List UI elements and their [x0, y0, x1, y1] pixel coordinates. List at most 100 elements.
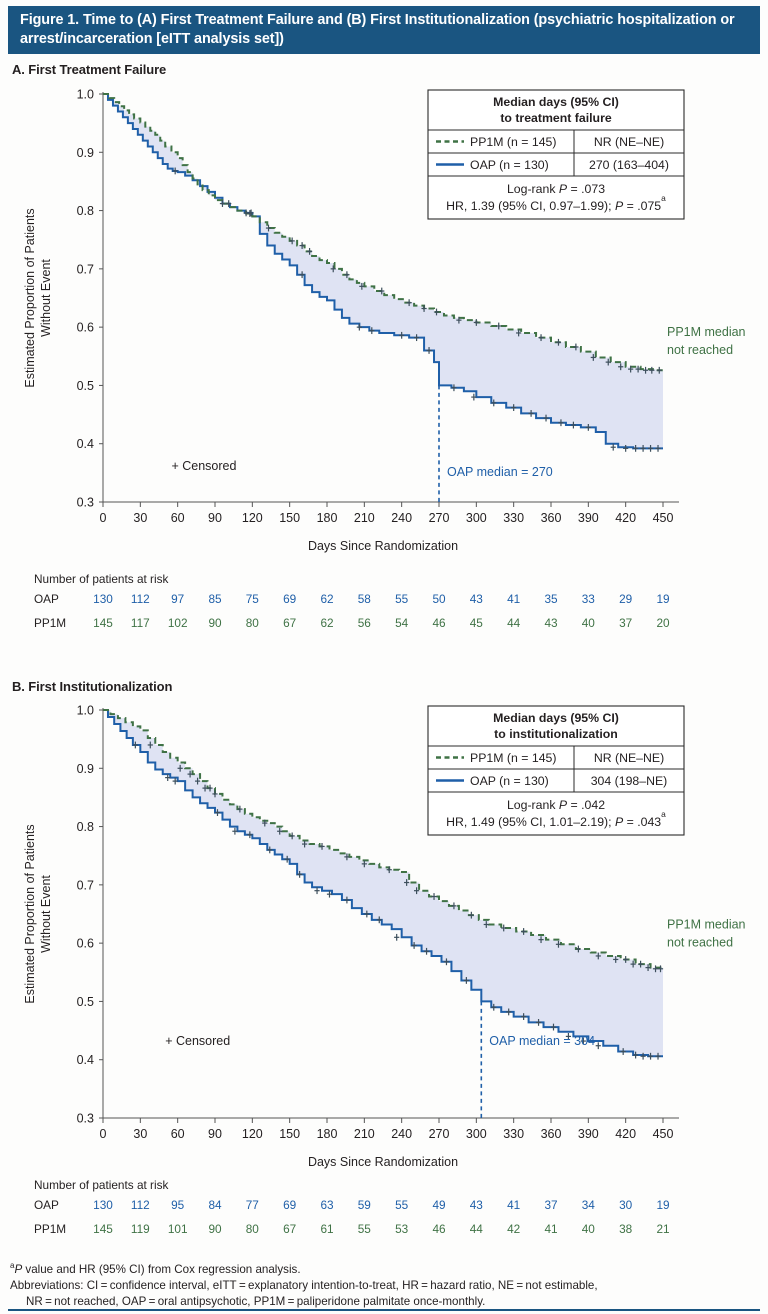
- y-tick-label: 0.8: [77, 204, 94, 218]
- x-tick-label: 90: [208, 511, 222, 525]
- risk-value: 112: [130, 592, 150, 606]
- footnote-line-3: NR = not reached, OAP = oral antipsychot…: [26, 1294, 486, 1308]
- footnotes: aP value and HR (95% CI) from Cox regres…: [10, 1258, 760, 1310]
- pp1m-note-line1: PP1M median: [667, 918, 746, 932]
- risk-value: 58: [357, 592, 371, 606]
- risk-value: 19: [656, 592, 670, 606]
- legend-box: Median days (95% CI) to treatment failure…: [427, 89, 685, 220]
- risk-value: 46: [432, 616, 446, 630]
- risk-value: 145: [93, 1222, 113, 1236]
- risk-value: 30: [619, 1198, 633, 1212]
- panel-b-plot: 1.0 0.9 0.8 0.7 0.6 0.5 0.4 0.3 0 30 60 90 120 150 180…: [0, 700, 768, 1180]
- x-tick-label: 300: [466, 1127, 487, 1141]
- risk-value: 37: [544, 1198, 558, 1212]
- risk-value: 44: [469, 1222, 483, 1236]
- legend-median-value: 270 (163–404): [589, 158, 669, 172]
- x-tick-label: 120: [242, 511, 263, 525]
- risk-row-oap: OAP 130 112 95 84 77 69 63 59 55 49 43 41 37 34 30 19: [0, 1198, 768, 1218]
- panel-b-heading: B. First Institutionalization: [12, 679, 173, 694]
- legend-group-label: OAP (n = 130): [470, 158, 549, 172]
- legend-hazard-ratio: HR, 1.39 (95% CI, 0.97–1.99); P = .075a: [446, 193, 666, 213]
- x-tick-label: 270: [429, 1127, 450, 1141]
- risk-value: 75: [245, 592, 259, 606]
- risk-table-title: Number of patients at risk: [34, 572, 169, 586]
- risk-value: 95: [171, 1198, 185, 1212]
- y-tick-label: 1.0: [77, 88, 94, 102]
- risk-value: 84: [208, 1198, 222, 1212]
- risk-value: 112: [130, 1198, 150, 1212]
- legend-group-label: PP1M (n = 145): [470, 751, 556, 765]
- x-tick-label: 180: [317, 511, 338, 525]
- legend-median-value: NR (NE–NE): [594, 135, 664, 149]
- legend-group-label: OAP (n = 130): [470, 774, 549, 788]
- risk-value: 50: [432, 592, 446, 606]
- risk-value: 41: [507, 1198, 521, 1212]
- pp1m-censor-marks: [147, 741, 664, 973]
- legend-hazard-ratio: HR, 1.49 (95% CI, 1.01–2.19); P = .043a: [446, 809, 666, 829]
- risk-value: 67: [283, 616, 297, 630]
- pp1m-curve: [103, 709, 664, 969]
- risk-value: 42: [507, 1222, 521, 1236]
- x-tick-label: 450: [653, 1127, 674, 1141]
- x-tick-label: 360: [541, 511, 562, 525]
- km-chart: 1.0 0.9 0.8 0.7 0.6 0.5 0.4 0.3 0 30 60 90 120 150 180…: [23, 88, 746, 554]
- legend-header-line1: Median days (95% CI): [493, 711, 619, 725]
- risk-value: 61: [320, 1222, 334, 1236]
- x-tick-label: 60: [171, 1127, 185, 1141]
- y-tick-label: 0.3: [77, 496, 94, 510]
- oap-censor-marks: [172, 167, 661, 452]
- risk-row-pp1m: PP1M 145 117 102 90 80 67 62 56 54 46 45 44 43 40 37 20: [0, 616, 768, 636]
- x-tick-label: 240: [391, 511, 412, 525]
- bottom-rule: [8, 1309, 760, 1311]
- legend-box: Median days (95% CI) to institutionalizat…: [427, 705, 685, 836]
- x-tick-label: 240: [391, 1127, 412, 1141]
- risk-value: 55: [395, 592, 409, 606]
- footnote-italic-p: P: [14, 1262, 23, 1276]
- risk-value: 97: [171, 592, 185, 606]
- x-tick-label: 300: [466, 511, 487, 525]
- footnote-line-2: Abbreviations: CI = confidence interval,…: [10, 1278, 598, 1292]
- x-tick-label: 270: [429, 511, 450, 525]
- legend-logrank: Log-rank P = .042: [507, 798, 605, 812]
- legend-header-line1: Median days (95% CI): [493, 95, 619, 109]
- x-tick-label: 330: [503, 1127, 524, 1141]
- legend-logrank: Log-rank P = .073: [507, 182, 605, 196]
- risk-value: 43: [544, 616, 558, 630]
- risk-value: 56: [357, 616, 371, 630]
- risk-value: 59: [357, 1198, 371, 1212]
- x-tick-label: 30: [133, 511, 147, 525]
- legend-header-line2: to institutionalization: [494, 727, 618, 741]
- risk-value: 77: [245, 1198, 259, 1212]
- risk-value: 101: [167, 1222, 188, 1236]
- risk-value: 62: [320, 616, 334, 630]
- risk-row-pp1m: PP1M 145 119 101 90 80 67 61 55 53 46 44 42 41 40 38 21: [0, 1222, 768, 1242]
- x-axis-label: Days Since Randomization: [308, 1155, 458, 1169]
- figure-title: Figure 1. Time to (A) First Treatment Fa…: [20, 12, 735, 47]
- pp1m-note-line1: PP1M median: [667, 325, 746, 339]
- legend-median-value: NR (NE–NE): [594, 751, 664, 765]
- y-tick-label: 0.5: [77, 995, 94, 1009]
- oap-curve: [103, 93, 663, 450]
- km-chart: 1.0 0.9 0.8 0.7 0.6 0.5 0.4 0.3 0 30 60 90 120 150 180…: [23, 704, 746, 1170]
- risk-value: 90: [208, 616, 222, 630]
- risk-row-label: OAP: [34, 592, 59, 606]
- risk-value: 38: [619, 1222, 633, 1236]
- x-tick-label: 420: [615, 511, 636, 525]
- risk-row-label: OAP: [34, 1198, 59, 1212]
- y-axis-label-line2: Without Event: [39, 259, 53, 337]
- risk-value: 37: [619, 616, 633, 630]
- risk-value: 85: [208, 592, 222, 606]
- legend-header-line2: to treatment failure: [500, 111, 612, 125]
- x-axis-label: Days Since Randomization: [308, 539, 458, 553]
- x-tick-label: 330: [503, 511, 524, 525]
- risk-value: 53: [395, 1222, 409, 1236]
- risk-value: 41: [507, 592, 521, 606]
- x-tick-label: 30: [133, 1127, 147, 1141]
- censored-note: + Censored: [165, 1034, 230, 1048]
- risk-value: 63: [320, 1198, 334, 1212]
- oap-curve: [103, 709, 663, 1058]
- risk-value: 45: [469, 616, 483, 630]
- pp1m-curve: [103, 93, 663, 372]
- y-tick-label: 0.4: [77, 437, 94, 451]
- x-tick-label: 0: [100, 511, 107, 525]
